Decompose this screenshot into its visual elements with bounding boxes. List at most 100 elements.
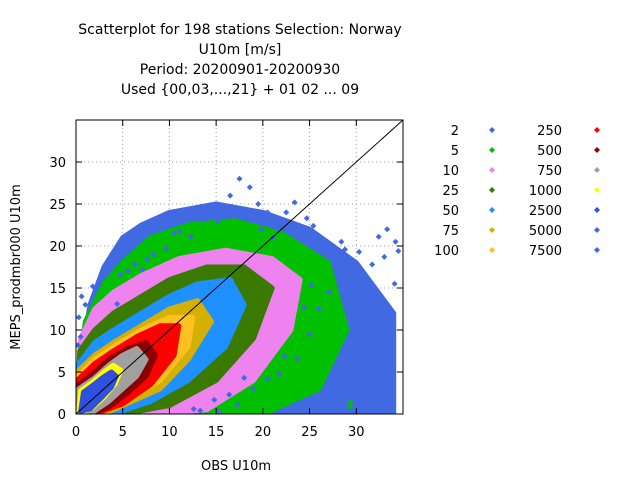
scatter-point — [114, 300, 121, 307]
scatter-point — [281, 353, 288, 360]
legend-label: 5000 — [529, 224, 562, 239]
scatter-point — [236, 175, 243, 182]
scatter-point — [294, 355, 301, 362]
scatter-point — [273, 226, 280, 233]
x-tick-label: 0 — [72, 425, 80, 440]
legend-marker — [594, 187, 600, 193]
scatter-point — [241, 374, 248, 381]
scatter-point — [257, 226, 264, 233]
x-tick-label: 20 — [255, 425, 272, 440]
scatter-point — [291, 199, 298, 206]
axis-ticks: 0 5 10 15 20 25 30 0 5 10 15 20 25 30 — [49, 120, 403, 440]
legend-marker — [594, 207, 600, 213]
scatter-point — [332, 264, 339, 270]
scatter-point — [357, 335, 364, 342]
scatter-point — [392, 238, 399, 245]
legend-marker — [489, 187, 495, 193]
scatter-point — [226, 391, 233, 398]
scatter-point — [162, 245, 169, 252]
scatter-point — [196, 205, 203, 212]
y-tick-label: 15 — [49, 282, 66, 297]
scatter-point — [216, 208, 223, 215]
scatter-point — [171, 230, 178, 237]
x-tick-label: 15 — [208, 425, 225, 440]
scatter-point — [356, 248, 363, 255]
scatter-point — [139, 266, 146, 273]
scatter-point — [326, 289, 333, 296]
scatter-point — [384, 226, 391, 233]
legend-label: 2 — [451, 124, 459, 139]
scatter-point — [369, 261, 376, 268]
chart-title-line-3: Period: 20200901-20200930 — [139, 62, 341, 78]
scatter-point — [283, 209, 290, 216]
scatter-point — [391, 280, 398, 287]
scatter-point — [101, 270, 108, 277]
x-tick-label: 10 — [161, 425, 178, 440]
scatter-point — [306, 331, 313, 338]
scatter-point — [190, 405, 197, 412]
x-axis-label: OBS U10m — [201, 459, 271, 474]
legend-marker — [594, 147, 600, 153]
scatter-point — [381, 253, 388, 260]
x-tick-label: 25 — [301, 425, 318, 440]
scatter-point — [117, 271, 124, 278]
legend-label: 100 — [434, 244, 459, 259]
scatter-point — [227, 192, 234, 199]
legend-label: 250 — [537, 124, 562, 139]
x-tick-label: 30 — [348, 425, 365, 440]
scatter-point — [346, 403, 353, 410]
scatter-point — [308, 282, 315, 289]
scatter-point — [315, 306, 322, 312]
diagonal-reference-line — [76, 120, 403, 414]
scatter-point — [215, 408, 222, 414]
scatter-point — [76, 342, 81, 349]
scatter-point — [150, 251, 157, 258]
scatter-point — [250, 385, 257, 392]
y-axis-label: MEPS_prodmbr000 U10m — [9, 184, 24, 349]
chart-title-line-4: Used {00,03,...,21} + 01 02 ... 09 — [120, 82, 360, 98]
legend-label: 25 — [442, 184, 459, 199]
scatter-point — [310, 222, 317, 229]
legend-label: 50 — [442, 204, 459, 219]
scatter-point — [264, 209, 271, 216]
scatter-point — [270, 234, 277, 241]
scatter-point — [275, 370, 282, 377]
y-tick-label: 10 — [49, 324, 66, 339]
scatter-point — [300, 304, 307, 311]
scatter-point — [342, 246, 349, 253]
legend-marker — [489, 207, 495, 213]
scatter-point — [131, 261, 138, 268]
legend-marker — [489, 147, 495, 153]
legend-marker — [594, 227, 600, 233]
y-tick-label: 5 — [58, 366, 66, 381]
legend-marker — [489, 227, 495, 233]
scatter-point — [215, 218, 222, 225]
y-tick-label: 20 — [49, 240, 66, 255]
y-tick-label: 25 — [49, 198, 66, 213]
scatter-point — [301, 234, 308, 241]
scatter-point — [338, 238, 345, 245]
scatter-point — [197, 407, 204, 414]
scatter-point — [176, 228, 183, 235]
scatter-point — [77, 333, 84, 340]
scatter-point — [76, 314, 82, 321]
scatter-point — [349, 272, 356, 279]
legend-marker — [489, 167, 495, 173]
scatter-point — [82, 301, 89, 308]
scatter-point — [195, 214, 202, 221]
scatter-point — [125, 268, 132, 275]
legend-label: 1000 — [529, 184, 562, 199]
legend-marker — [489, 247, 495, 253]
scatter-point — [95, 282, 102, 289]
legend-label: 7500 — [529, 244, 562, 259]
plot-frame — [75, 119, 404, 415]
legend-marker — [594, 247, 600, 253]
y-tick-label: 0 — [58, 408, 66, 423]
scatter-point — [347, 399, 354, 406]
scatter-point — [78, 293, 85, 300]
legend-marker — [489, 127, 495, 133]
scatter-point — [234, 401, 241, 408]
scatter-point — [235, 209, 242, 216]
